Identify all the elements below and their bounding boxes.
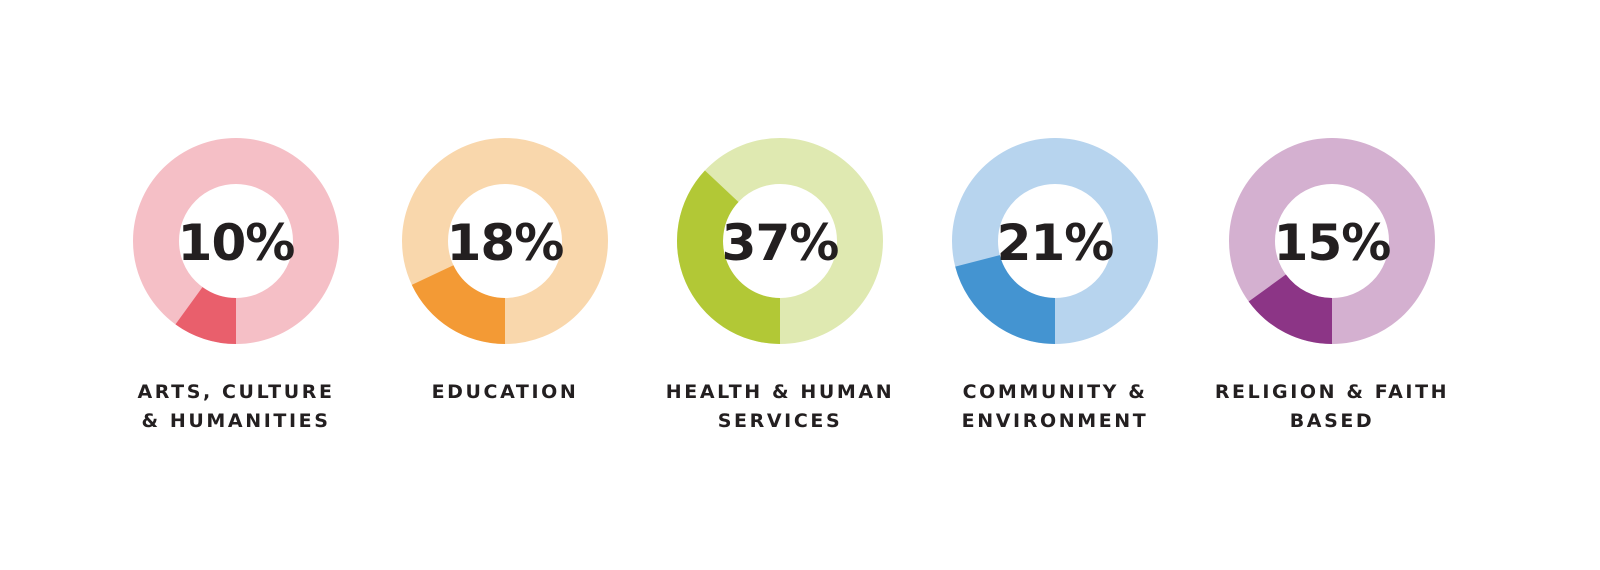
category-label: ARTS, CULTURE & HUMANITIES: [106, 378, 366, 436]
category-label: RELIGION & FAITH BASED: [1202, 378, 1462, 436]
donut-item: 37% HEALTH & HUMAN SERVICES: [650, 138, 910, 458]
donut-item: 10% ARTS, CULTURE & HUMANITIES: [106, 138, 366, 458]
percentage-label: 15%: [1274, 214, 1391, 272]
category-label-line: ENVIRONMENT: [961, 410, 1149, 432]
category-label: COMMUNITY & ENVIRONMENT: [925, 378, 1185, 436]
category-label-line: HEALTH & HUMAN: [665, 381, 895, 403]
donut-chart: 10%: [133, 138, 339, 344]
category-label-line: RELIGION & FAITH: [1214, 381, 1450, 403]
percentage-label: 37%: [722, 214, 839, 272]
percentage-label: 10%: [178, 214, 295, 272]
donut-slice: [1248, 274, 1332, 344]
donut-slice: [677, 170, 780, 344]
category-label-line: COMMUNITY &: [962, 381, 1148, 403]
category-label: HEALTH & HUMAN SERVICES: [650, 378, 910, 436]
category-label-line: ARTS, CULTURE: [137, 381, 335, 403]
donut-item: 21% COMMUNITY & ENVIRONMENT: [925, 138, 1185, 458]
donut-chart: 37%: [677, 138, 883, 344]
donut-item: 15% RELIGION & FAITH BASED: [1202, 138, 1462, 458]
percentage-label: 21%: [997, 214, 1114, 272]
donut-chart: 18%: [402, 138, 608, 344]
donut-slice: [175, 287, 236, 344]
category-label-line: EDUCATION: [431, 381, 579, 403]
percentage-label: 18%: [447, 214, 564, 272]
category-label-line: SERVICES: [717, 410, 843, 432]
donut-slice: [411, 265, 505, 344]
category-label-line: & HUMANITIES: [141, 410, 331, 432]
category-label: EDUCATION: [375, 378, 635, 407]
donut-item: 18% EDUCATION: [375, 138, 635, 458]
donut-chart: 15%: [1229, 138, 1435, 344]
donut-chart: 21%: [952, 138, 1158, 344]
category-label-line: BASED: [1289, 410, 1375, 432]
donut-slice: [955, 255, 1055, 344]
